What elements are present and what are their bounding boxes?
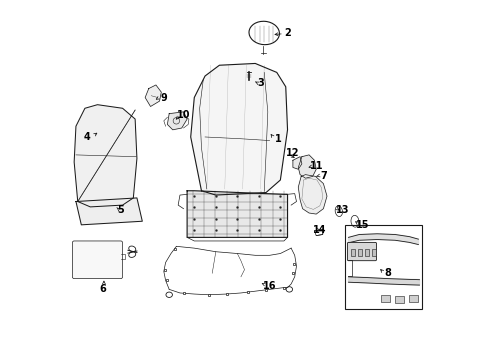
Polygon shape — [187, 191, 287, 237]
Text: 4: 4 — [83, 132, 90, 142]
Polygon shape — [292, 157, 301, 169]
Text: 5: 5 — [117, 206, 124, 216]
Text: 13: 13 — [336, 206, 349, 216]
Text: 16: 16 — [263, 281, 276, 291]
Text: 3: 3 — [257, 78, 264, 88]
FancyBboxPatch shape — [346, 242, 376, 261]
Polygon shape — [76, 198, 142, 225]
Text: 8: 8 — [384, 268, 390, 278]
Polygon shape — [145, 85, 161, 107]
Bar — [408, 296, 418, 302]
Polygon shape — [74, 105, 137, 207]
Bar — [394, 296, 403, 303]
Text: 6: 6 — [99, 284, 106, 294]
Polygon shape — [167, 112, 187, 130]
Text: 7: 7 — [319, 171, 326, 181]
Text: 1: 1 — [275, 134, 282, 144]
Bar — [371, 249, 375, 256]
Polygon shape — [298, 155, 316, 178]
Text: 14: 14 — [312, 225, 326, 235]
Bar — [344, 225, 421, 309]
Bar — [380, 296, 389, 302]
Polygon shape — [348, 234, 418, 244]
Bar — [357, 249, 362, 256]
Bar — [350, 249, 355, 256]
Text: 10: 10 — [177, 111, 190, 121]
Bar — [364, 249, 368, 256]
Text: 9: 9 — [160, 93, 167, 103]
Text: 12: 12 — [285, 148, 299, 158]
Polygon shape — [348, 277, 419, 285]
Polygon shape — [298, 175, 326, 214]
FancyBboxPatch shape — [72, 241, 122, 279]
Text: 15: 15 — [355, 220, 369, 230]
Text: 2: 2 — [284, 28, 290, 38]
Text: 11: 11 — [309, 161, 322, 171]
Polygon shape — [190, 63, 287, 195]
